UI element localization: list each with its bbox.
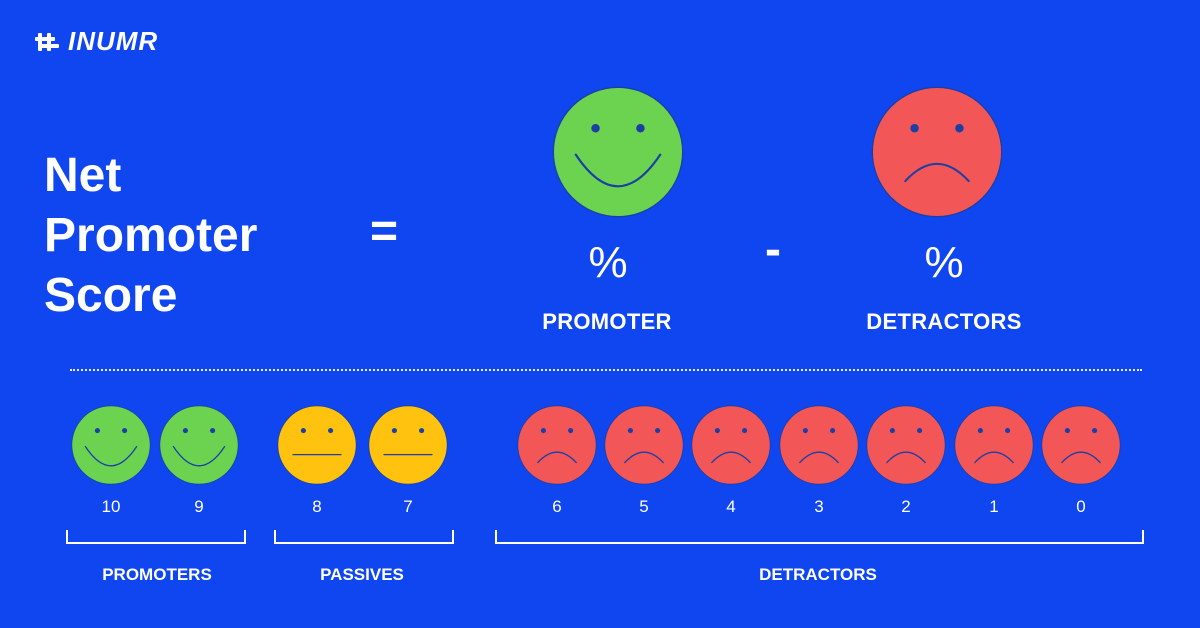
sad-face-icon xyxy=(691,405,771,485)
score-number: 5 xyxy=(639,497,649,516)
page-title: Net Promoter Score xyxy=(44,149,258,322)
promoter-percent-symbol: % xyxy=(588,238,628,287)
section-divider xyxy=(70,369,1142,371)
score-number: 9 xyxy=(194,497,204,516)
neutral-face-icon xyxy=(368,405,448,485)
happy-face-icon xyxy=(159,405,239,485)
score-number: 10 xyxy=(101,497,121,516)
sad-face-icon xyxy=(866,405,946,485)
equals-sign: = xyxy=(370,205,399,258)
score-number: 8 xyxy=(312,497,322,516)
happy-face-icon xyxy=(552,86,684,218)
sad-face-icon xyxy=(954,405,1034,485)
brand-mark-icon xyxy=(35,32,59,51)
score-number: 2 xyxy=(901,497,911,516)
sad-face-icon xyxy=(604,405,684,485)
group-label-promoters: PROMOTERS xyxy=(102,565,212,584)
score-number: 4 xyxy=(726,497,736,516)
brand-logo: INUMR xyxy=(34,26,158,57)
score-number: 7 xyxy=(403,497,413,516)
passives-bracket xyxy=(274,530,454,544)
sad-face-icon xyxy=(779,405,859,485)
sad-face-icon xyxy=(1041,405,1121,485)
sad-face-icon xyxy=(517,405,597,485)
detractors-bracket xyxy=(495,530,1144,544)
neutral-face-icon xyxy=(277,405,357,485)
score-number: 1 xyxy=(989,497,999,516)
promoter-label: PROMOTER xyxy=(542,309,672,334)
score-number: 3 xyxy=(814,497,824,516)
promoters-bracket xyxy=(66,530,246,544)
happy-face-icon xyxy=(71,405,151,485)
sad-face-icon xyxy=(871,86,1003,218)
detractors-label: DETRACTORS xyxy=(866,309,1022,334)
score-number: 6 xyxy=(552,497,562,516)
detractor-percent-symbol: % xyxy=(924,238,964,287)
group-label-detractors: DETRACTORS xyxy=(759,565,877,584)
brand-name: INUMR xyxy=(68,26,159,56)
minus-sign: - xyxy=(765,223,781,276)
group-label-passives: PASSIVES xyxy=(320,565,404,584)
score-number: 0 xyxy=(1076,497,1086,516)
